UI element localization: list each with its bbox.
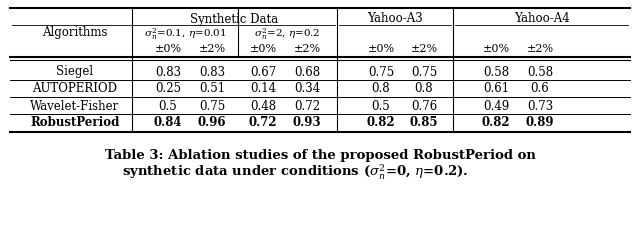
Text: ±0%: ±0% bbox=[154, 44, 182, 54]
Text: 0.58: 0.58 bbox=[527, 65, 553, 79]
Text: 0.67: 0.67 bbox=[250, 65, 276, 79]
Text: 0.49: 0.49 bbox=[483, 99, 509, 112]
Text: 0.51: 0.51 bbox=[199, 82, 225, 95]
Text: 0.5: 0.5 bbox=[372, 99, 390, 112]
Text: 0.48: 0.48 bbox=[250, 99, 276, 112]
Text: 0.58: 0.58 bbox=[483, 65, 509, 79]
Text: $\sigma_n^2$=2, $\eta$=0.2: $\sigma_n^2$=2, $\eta$=0.2 bbox=[254, 27, 321, 41]
Text: 0.61: 0.61 bbox=[483, 82, 509, 95]
Text: synthetic data under conditions ($\sigma_n^2$=0, $\eta$=0.2).: synthetic data under conditions ($\sigma… bbox=[122, 162, 468, 182]
Text: Algorithms: Algorithms bbox=[42, 26, 108, 39]
Text: ±0%: ±0% bbox=[483, 44, 509, 54]
Text: AUTOPERIOD: AUTOPERIOD bbox=[33, 82, 118, 95]
Text: 0.73: 0.73 bbox=[527, 99, 553, 112]
Text: 0.75: 0.75 bbox=[411, 65, 437, 79]
Text: 0.82: 0.82 bbox=[367, 117, 396, 130]
Text: 0.68: 0.68 bbox=[294, 65, 320, 79]
Text: 0.25: 0.25 bbox=[155, 82, 181, 95]
Text: 0.84: 0.84 bbox=[154, 117, 182, 130]
Text: 0.93: 0.93 bbox=[292, 117, 321, 130]
Text: ±0%: ±0% bbox=[250, 44, 276, 54]
Text: Yahoo-A4: Yahoo-A4 bbox=[514, 13, 570, 25]
Text: Table 3: Ablation studies of the proposed RobustPeriod on: Table 3: Ablation studies of the propose… bbox=[104, 148, 536, 161]
Text: 0.5: 0.5 bbox=[159, 99, 177, 112]
Text: ±2%: ±2% bbox=[293, 44, 321, 54]
Text: 0.34: 0.34 bbox=[294, 82, 320, 95]
Text: 0.72: 0.72 bbox=[249, 117, 277, 130]
Text: 0.83: 0.83 bbox=[155, 65, 181, 79]
Text: 0.14: 0.14 bbox=[250, 82, 276, 95]
Text: Siegel: Siegel bbox=[56, 65, 93, 79]
Text: Yahoo-A3: Yahoo-A3 bbox=[367, 13, 423, 25]
Text: 0.75: 0.75 bbox=[368, 65, 394, 79]
Text: 0.85: 0.85 bbox=[410, 117, 438, 130]
Text: 0.82: 0.82 bbox=[482, 117, 510, 130]
Text: ±2%: ±2% bbox=[527, 44, 554, 54]
Text: 0.96: 0.96 bbox=[198, 117, 227, 130]
Text: Synthetic Data: Synthetic Data bbox=[191, 13, 278, 25]
Text: 0.75: 0.75 bbox=[199, 99, 225, 112]
Text: $\sigma_n^2$=0.1, $\eta$=0.01: $\sigma_n^2$=0.1, $\eta$=0.01 bbox=[143, 27, 227, 41]
Text: Wavelet-Fisher: Wavelet-Fisher bbox=[30, 99, 120, 112]
Text: 0.83: 0.83 bbox=[199, 65, 225, 79]
Text: 0.8: 0.8 bbox=[415, 82, 433, 95]
Text: 0.76: 0.76 bbox=[411, 99, 437, 112]
Text: ±0%: ±0% bbox=[367, 44, 395, 54]
Text: 0.8: 0.8 bbox=[372, 82, 390, 95]
Text: 0.89: 0.89 bbox=[525, 117, 554, 130]
Text: ±2%: ±2% bbox=[198, 44, 225, 54]
Text: 0.6: 0.6 bbox=[531, 82, 549, 95]
Text: 0.72: 0.72 bbox=[294, 99, 320, 112]
Text: ±2%: ±2% bbox=[410, 44, 438, 54]
Text: RobustPeriod: RobustPeriod bbox=[30, 117, 120, 130]
